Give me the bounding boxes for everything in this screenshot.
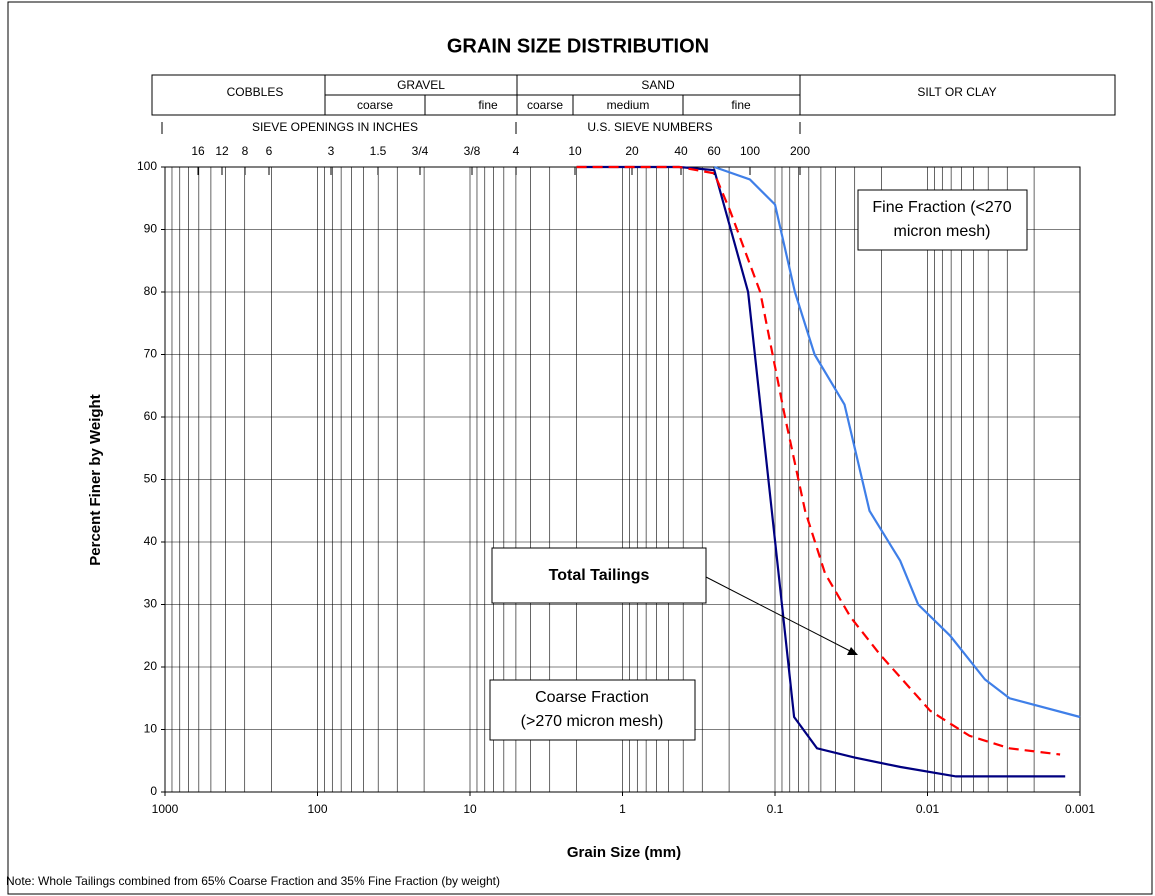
sieve-label: 4 bbox=[513, 144, 520, 158]
sieve-label: 8 bbox=[242, 144, 249, 158]
sieve-label: 200 bbox=[790, 144, 810, 158]
y-tick-label: 100 bbox=[137, 159, 157, 173]
x-tick-label: 1000 bbox=[152, 802, 179, 816]
sieve-label: 3 bbox=[328, 144, 335, 158]
y-tick-label: 70 bbox=[144, 347, 158, 361]
sieve-label: 12 bbox=[215, 144, 229, 158]
y-tick-label: 0 bbox=[150, 784, 157, 798]
arrow-head bbox=[847, 647, 858, 655]
annotation-box bbox=[491, 547, 707, 604]
sieve-label: 3/8 bbox=[464, 144, 481, 158]
x-axis-label: Grain Size (mm) bbox=[567, 844, 681, 861]
sieve-label: 16 bbox=[191, 144, 205, 158]
x-tick-label: 0.01 bbox=[916, 802, 940, 816]
sieve-label: 6 bbox=[266, 144, 273, 158]
sieve-label: 40 bbox=[674, 144, 688, 158]
header-label: fine bbox=[731, 98, 751, 112]
header-label: U.S. SIEVE NUMBERS bbox=[587, 120, 712, 134]
soil-header: COBBLES GRAVEL coarse fine SAND coarse m… bbox=[151, 74, 1116, 134]
x-tick-label: 10 bbox=[463, 802, 477, 816]
header-box bbox=[151, 74, 1116, 116]
annotation: micron mesh) bbox=[894, 223, 991, 240]
annotation-arrow bbox=[705, 576, 853, 653]
header-label: GRAVEL bbox=[397, 78, 445, 92]
series-line bbox=[576, 165, 1061, 756]
chart-title: GRAIN SIZE DISTRIBUTION bbox=[447, 35, 709, 57]
header-label: SIEVE OPENINGS IN INCHES bbox=[252, 120, 418, 134]
header-label: coarse bbox=[357, 98, 393, 112]
sieve-label: 20 bbox=[625, 144, 639, 158]
y-tick-label: 10 bbox=[144, 722, 158, 736]
header-label: coarse bbox=[527, 98, 563, 112]
annotation: Coarse Fraction bbox=[535, 689, 649, 706]
annotation: Fine Fraction (<270 bbox=[872, 199, 1011, 216]
y-tick-label: 40 bbox=[144, 534, 158, 548]
x-tick-label: 1 bbox=[619, 802, 626, 816]
y-tick-label: 80 bbox=[144, 284, 158, 298]
note: Note: Whole Tailings combined from 65% C… bbox=[6, 874, 500, 888]
annotation-box bbox=[489, 679, 696, 741]
sieve-label: 10 bbox=[568, 144, 582, 158]
x-tick-label: 100 bbox=[307, 802, 327, 816]
sieve-label: 60 bbox=[707, 144, 721, 158]
header-label: medium bbox=[607, 98, 650, 112]
annotation: (>270 micron mesh) bbox=[521, 713, 664, 730]
frame bbox=[7, 1, 1153, 895]
annotation: Total Tailings bbox=[549, 567, 650, 584]
y-tick-label: 30 bbox=[144, 597, 158, 611]
annotation-box bbox=[857, 189, 1028, 251]
header-label: SAND bbox=[641, 78, 675, 92]
header-label: SILT OR CLAY bbox=[917, 85, 996, 99]
y-tick-label: 60 bbox=[144, 409, 158, 423]
y-axis-label: Percent Finer by Weight bbox=[87, 394, 104, 565]
header-label: COBBLES bbox=[227, 85, 284, 99]
x-tick-label: 0.1 bbox=[767, 802, 784, 816]
sieve-label: 3/4 bbox=[412, 144, 429, 158]
y-tick-label: 90 bbox=[144, 222, 158, 236]
y-tick-label: 50 bbox=[144, 472, 158, 486]
x-tick-label: 0.001 bbox=[1065, 802, 1095, 816]
sieve-label: 100 bbox=[740, 144, 760, 158]
series-line bbox=[713, 165, 1081, 719]
header-label: fine bbox=[478, 98, 498, 112]
sieve-label: 1.5 bbox=[370, 144, 387, 158]
y-tick-label: 20 bbox=[144, 659, 158, 673]
